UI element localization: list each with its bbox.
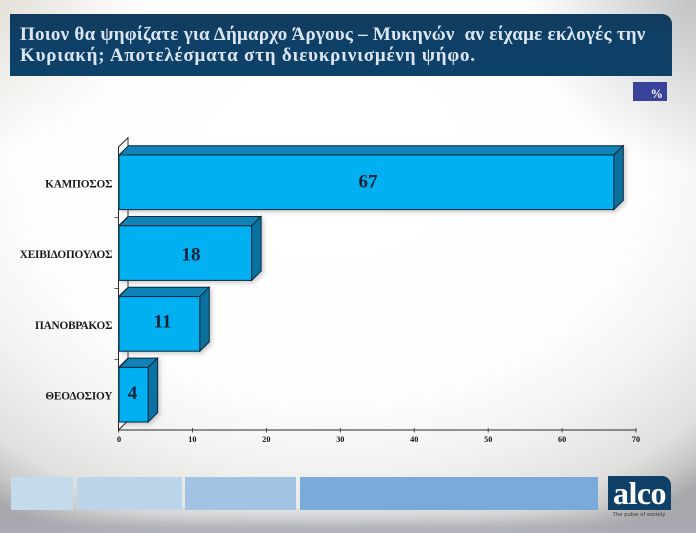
svg-text:50: 50 xyxy=(484,435,492,444)
svg-text:20: 20 xyxy=(262,435,270,444)
svg-text:40: 40 xyxy=(410,435,418,444)
svg-text:60: 60 xyxy=(558,435,566,444)
svg-text:ΘΕΟΔΟΣΙΟΥ: ΘΕΟΔΟΣΙΟΥ xyxy=(45,391,112,403)
svg-text:70: 70 xyxy=(632,435,640,444)
svg-text:18: 18 xyxy=(182,244,201,265)
svg-text:10: 10 xyxy=(188,435,196,444)
svg-text:11: 11 xyxy=(154,312,172,333)
svg-text:4: 4 xyxy=(128,383,138,404)
svg-text:30: 30 xyxy=(336,435,344,444)
svg-text:ΧΕΙΒΙΔΟΠΟΥΛΟΣ: ΧΕΙΒΙΔΟΠΟΥΛΟΣ xyxy=(20,249,113,261)
svg-text:0: 0 xyxy=(117,435,121,444)
svg-text:ΠΑΝΟΒΡΑΚΟΣ: ΠΑΝΟΒΡΑΚΟΣ xyxy=(35,320,112,332)
svg-text:67: 67 xyxy=(359,171,379,192)
svg-text:ΚΑΜΠΟΣΟΣ: ΚΑΜΠΟΣΟΣ xyxy=(45,178,112,190)
